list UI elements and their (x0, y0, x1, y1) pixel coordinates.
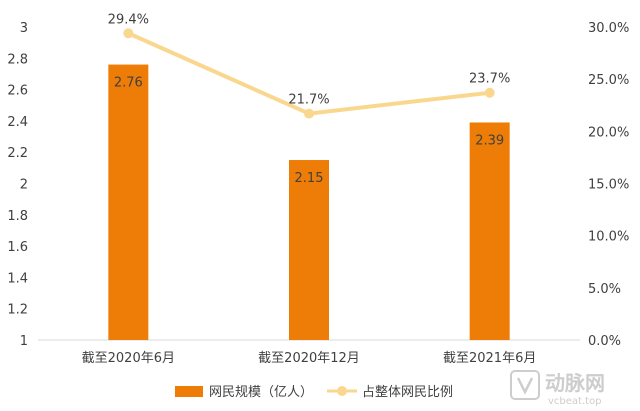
line-series: 29.4% 21.7% 23.7% (108, 12, 510, 119)
right-tick-label: 20.0% (588, 125, 629, 140)
legend: 网民规模（亿人） 占整体网民比例 (175, 385, 453, 400)
left-tick-label: 1.6 (7, 240, 28, 255)
bar-series: 2.76 2.15 2.39 (108, 64, 510, 340)
left-tick-label: 1.8 (7, 209, 28, 224)
category-label: 截至2021年6月 (443, 351, 536, 366)
left-tick-label: 2.2 (7, 146, 28, 161)
left-tick-label: 3 (20, 21, 28, 36)
right-tick-label: 25.0% (588, 73, 629, 88)
legend-line-marker (337, 386, 347, 396)
left-tick-label: 1 (20, 334, 28, 349)
left-axis: 1 1.2 1.4 1.6 1.8 2 2.2 2.4 2.6 2.8 3 (7, 21, 28, 349)
line-value-label: 21.7% (288, 93, 329, 108)
bar-value-label: 2.39 (475, 133, 504, 148)
bar-value-label: 2.76 (114, 76, 143, 91)
left-tick-label: 2.8 (7, 52, 28, 67)
right-tick-label: 30.0% (588, 21, 629, 36)
legend-bar-label: 网民规模（亿人） (209, 385, 313, 400)
line-point (484, 87, 495, 98)
legend-bar-swatch (175, 386, 203, 397)
bar (289, 160, 329, 340)
right-axis: 0.0% 5.0% 10.0% 15.0% 20.0% 25.0% 30.0% (588, 21, 629, 349)
bar (469, 122, 510, 340)
left-tick-label: 2.6 (7, 84, 28, 99)
right-tick-label: 10.0% (588, 230, 629, 245)
legend-line-label: 占整体网民比例 (362, 385, 453, 400)
category-axis: 截至2020年6月 截至2020年12月 截至2021年6月 (82, 351, 537, 366)
watermark-logo-icon (510, 370, 540, 400)
category-label: 截至2020年12月 (258, 351, 360, 366)
left-tick-label: 2 (20, 178, 28, 193)
watermark: 动脉网 vcbeat.top (510, 370, 605, 407)
left-tick-label: 1.4 (7, 271, 28, 286)
watermark-logo-mark (516, 377, 534, 395)
left-tick-label: 2.4 (7, 115, 28, 130)
line-point (304, 108, 314, 119)
right-tick-label: 5.0% (588, 282, 621, 297)
line-point (123, 28, 134, 39)
line-value-label: 29.4% (108, 12, 149, 27)
bar (108, 64, 149, 340)
watermark-text: 动脉网 (545, 371, 605, 395)
category-label: 截至2020年6月 (82, 351, 175, 366)
right-tick-label: 15.0% (588, 178, 629, 193)
right-tick-label: 0.0% (588, 334, 621, 349)
bar-value-label: 2.15 (295, 171, 324, 186)
watermark-url: vcbeat.top (548, 396, 602, 407)
left-tick-label: 1.2 (7, 303, 28, 318)
line-value-label: 23.7% (469, 72, 510, 87)
